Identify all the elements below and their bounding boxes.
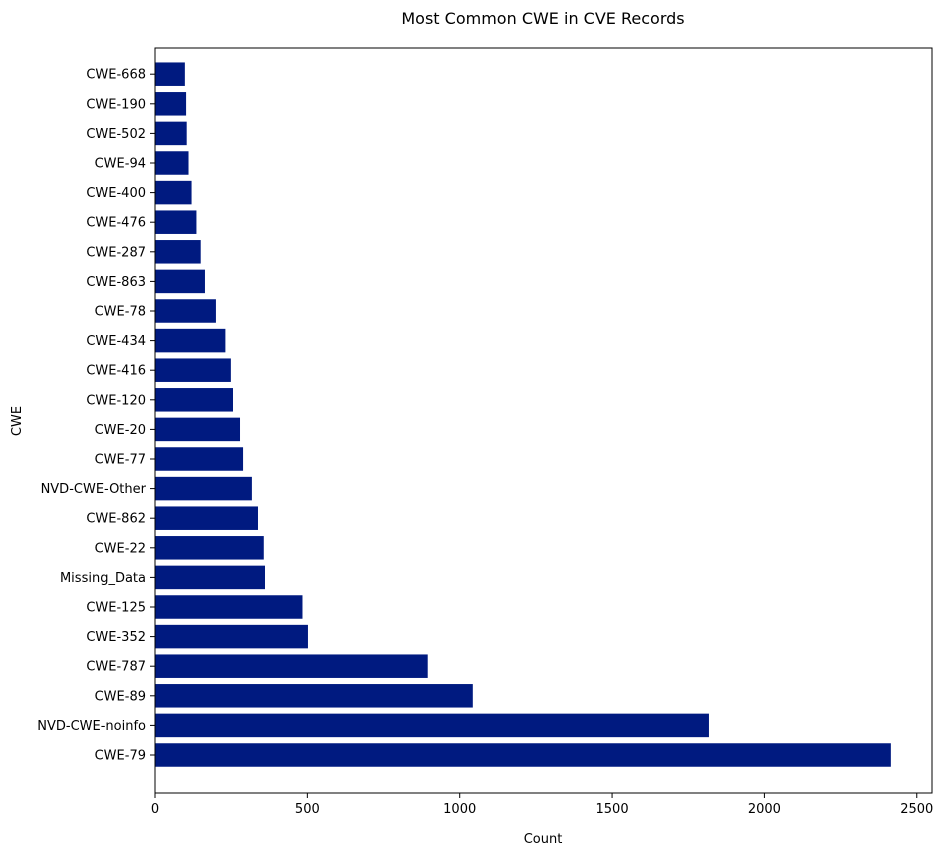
bar-cwe-352 [155,624,308,649]
bar-cwe-78 [155,299,216,323]
bar-cwe-190 [155,92,187,116]
y-tick-label: CWE-787 [86,660,146,675]
bar-cwe-476 [155,210,197,234]
bar-missing-data [155,565,265,590]
bar-cwe-502 [155,121,187,146]
bar-cwe-787 [155,654,428,678]
bar-cwe-20 [155,417,241,442]
bar-cwe-668 [155,62,185,86]
y-tick-label: CWE-416 [86,364,146,379]
x-axis-label: Count [524,832,563,847]
y-tick-label: CWE-79 [95,749,146,764]
y-tick-label: Missing_Data [60,571,146,586]
bar-cwe-125 [155,595,303,619]
y-tick-label: CWE-287 [86,245,146,260]
y-tick-label: NVD-CWE-Other [41,482,147,497]
bar-cwe-862 [155,506,258,530]
x-tick-label: 1500 [596,802,629,817]
y-tick-label: CWE-502 [86,127,146,142]
chart-title: Most Common CWE in CVE Records [401,9,684,28]
y-tick-label: CWE-862 [86,512,146,527]
y-tick-label: CWE-434 [86,334,146,349]
y-tick-label: CWE-125 [86,601,146,616]
y-tick-label: CWE-94 [95,157,146,172]
bar-cwe-287 [155,240,201,264]
y-tick-label: NVD-CWE-noinfo [37,719,146,734]
bar-nvd-cwe-noinfo [155,713,709,738]
y-tick-label: CWE-20 [95,423,146,438]
bar-cwe-94 [155,151,189,175]
bar-nvd-cwe-other [155,476,252,501]
bar-cwe-400 [155,180,192,205]
bar-cwe-434 [155,328,226,353]
y-tick-label: CWE-77 [95,453,146,468]
y-tick-label: CWE-78 [95,305,146,320]
bar-cwe-416 [155,358,231,382]
bar-cwe-22 [155,536,264,560]
bar-cwe-77 [155,447,244,471]
y-tick-label: CWE-863 [86,275,146,290]
x-tick-label: 2000 [748,802,781,817]
y-tick-label: CWE-120 [86,393,146,408]
bar-cwe-89 [155,684,473,708]
x-axis: 0 500 1000 1500 2000 2500 [151,793,933,817]
y-tick-label: CWE-400 [86,186,146,201]
x-tick-label: 0 [151,802,159,817]
bar-cwe-120 [155,388,233,412]
y-axis: CWE-79 NVD-CWE-noinfo CWE-89 CWE-787 CWE-352… [37,68,155,764]
y-tick-label: CWE-352 [86,630,146,645]
y-tick-label: CWE-190 [86,97,146,112]
y-tick-label: CWE-22 [95,541,146,556]
y-tick-label: CWE-89 [95,689,146,704]
y-tick-label: CWE-476 [86,216,146,231]
y-axis-label: CWE [10,406,25,436]
bar-cwe-863 [155,269,205,294]
plot-frame [154,47,933,794]
bar-cwe-79 [155,743,891,767]
x-tick-label: 500 [295,802,320,817]
bars-layer [155,62,891,767]
x-tick-label: 2500 [900,802,933,817]
y-tick-label: CWE-668 [86,68,146,83]
x-tick-label: 1000 [443,802,476,817]
